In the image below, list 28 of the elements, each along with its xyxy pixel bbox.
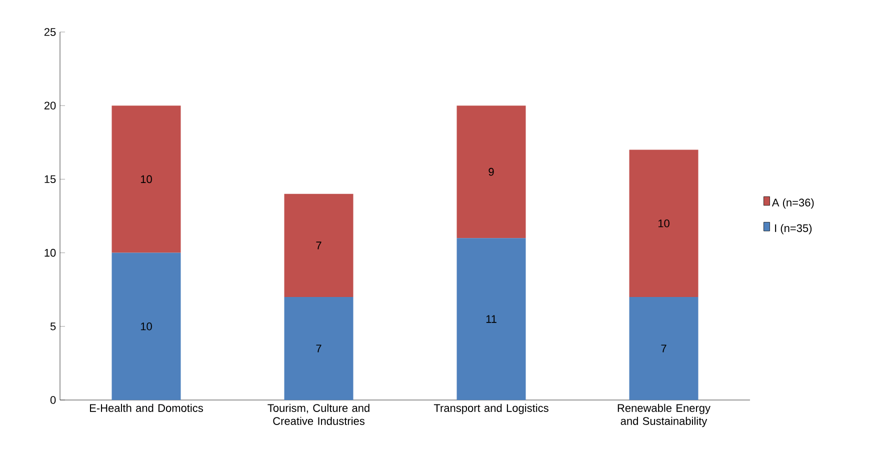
data-label: 10: [140, 322, 152, 330]
y-tick-label: 5: [50, 322, 56, 330]
data-label: 11: [486, 315, 496, 323]
x-tick-label: Transport and Logistics: [434, 404, 548, 414]
data-label: 7: [661, 344, 666, 352]
legend-label: I (n=35): [775, 224, 812, 234]
y-tick-label: 25: [44, 28, 56, 36]
y-tick-label: 0: [50, 396, 56, 404]
data-label: 10: [658, 219, 670, 228]
bar: [629, 296, 698, 400]
bar: [284, 194, 354, 297]
legend-label: A (n=36): [772, 198, 814, 209]
y-tick-label: 10: [44, 248, 56, 257]
data-label: 9: [488, 168, 494, 176]
x-tick-label: E-Health and Domotics: [90, 404, 203, 412]
data-label: 10: [140, 175, 152, 184]
data-label: 7: [316, 344, 322, 352]
y-tick-label: 15: [44, 175, 56, 184]
bar: [284, 296, 354, 400]
data-label: 7: [316, 242, 322, 250]
bar: [629, 150, 698, 297]
x-tick-label: Renewable Energy and Sustainability: [618, 404, 710, 428]
bar: [456, 238, 526, 400]
bar: [112, 106, 181, 253]
bar: [456, 106, 526, 238]
x-tick-label: Tourism, Culture and Creative Industries: [268, 404, 370, 425]
y-tick-label: 20: [44, 102, 56, 110]
bar: [112, 252, 181, 400]
